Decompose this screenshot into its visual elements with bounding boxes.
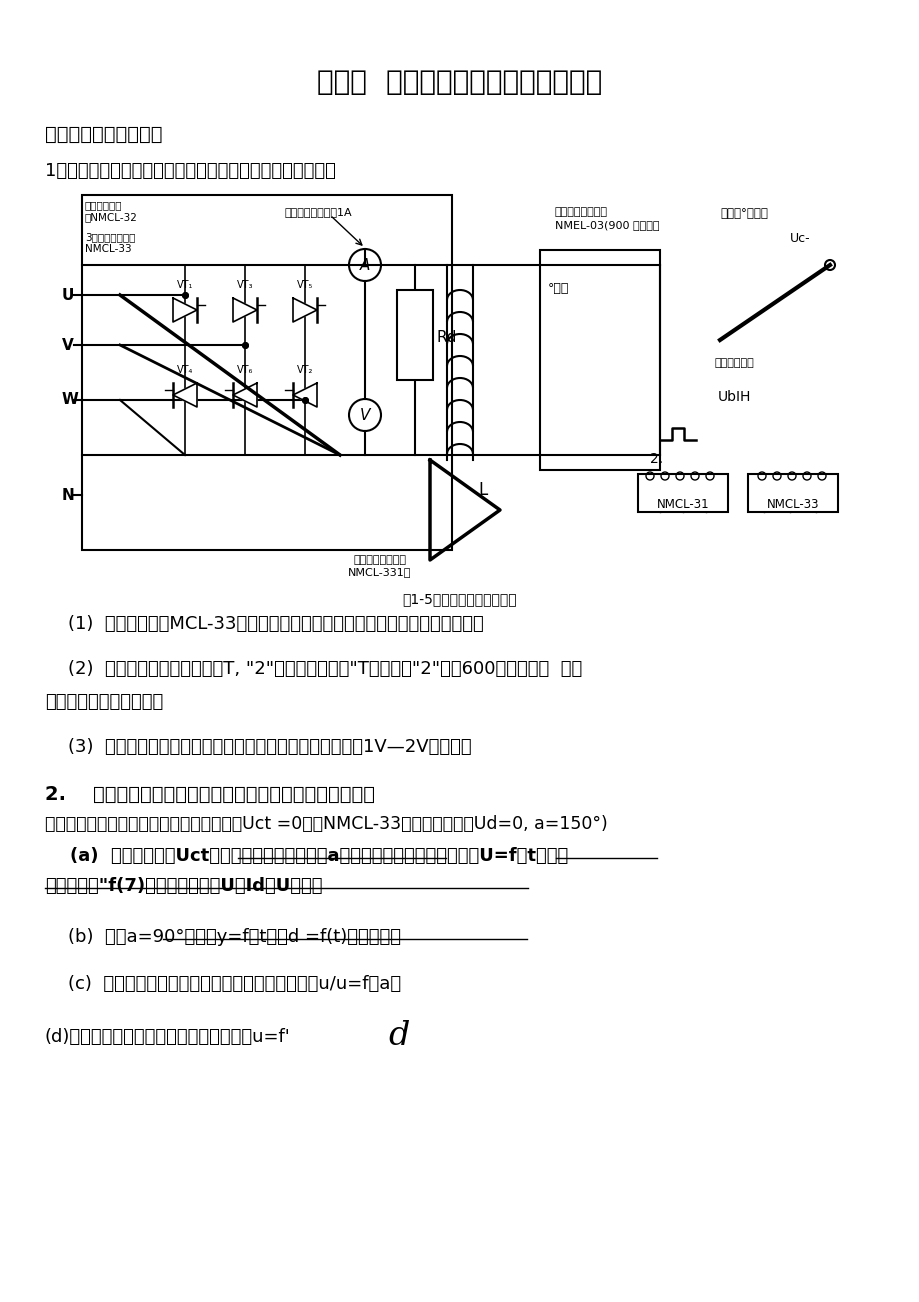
Text: 主电源输出，: 主电源输出， (85, 201, 122, 210)
Polygon shape (173, 298, 197, 322)
Text: 图1-5三相半波可控整流电路: 图1-5三相半波可控整流电路 (403, 592, 516, 605)
Text: 2.    研究三相半波可控整流电路供电给电阻性负载时的工作: 2. 研究三相半波可控整流电路供电给电阻性负载时的工作 (45, 785, 375, 805)
Polygon shape (173, 383, 197, 408)
Text: 3组晶闸管，位于: 3组晶闸管，位于 (85, 232, 135, 242)
Text: (3)  用示波器观察每只晶闸管的控制极，阴极，应有幅度为1V—2V的脉冲。: (3) 用示波器观察每只晶闸管的控制极，阴极，应有幅度为1V—2V的脉冲。 (45, 738, 471, 756)
Text: Uc-: Uc- (789, 232, 810, 245)
Text: 流电流表，量程为1A: 流电流表，量程为1A (285, 207, 352, 217)
Text: NMCL-31: NMCL-31 (656, 497, 709, 510)
Text: 脉冲放大控矿: 脉冲放大控矿 (714, 358, 754, 368)
Polygon shape (233, 383, 256, 408)
Text: VT₆: VT₆ (236, 365, 253, 375)
Text: VT₃: VT₃ (236, 280, 253, 290)
Text: 于NMCL-32: 于NMCL-32 (85, 212, 138, 223)
Bar (82, 195, 451, 549)
Text: 负载电阻，可选用: 负载电阻，可选用 (554, 207, 607, 217)
Text: U: U (62, 288, 74, 302)
Text: (d)求取三相半波可控整流电路的负载特性u=f': (d)求取三相半波可控整流电路的负载特性u=f' (45, 1029, 290, 1046)
Text: (b)  记录a=90°。时的y=f（t）及d =f(t)的波形图。: (b) 记录a=90°。时的y=f（t）及d =f(t)的波形图。 (45, 928, 401, 947)
Text: VT₄: VT₄ (176, 365, 193, 375)
Text: (a)  改变控制电压Uct，观察在不同触发移相角a时，可控整流电路的输出电压U=f（t）与输: (a) 改变控制电压Uct，观察在不同触发移相角a时，可控整流电路的输出电压U=… (45, 848, 568, 865)
Text: (1)  用示波器观察MCL-33的双脉冲观察孔，应有间隔均匀，幅度相同的双脉冲: (1) 用示波器观察MCL-33的双脉冲观察孔，应有间隔均匀，幅度相同的双脉冲 (45, 615, 483, 633)
Text: 1按图接线，未上主电源之前，检查晶闸管的脉冲是否正常。: 1按图接线，未上主电源之前，检查晶闸管的脉冲是否正常。 (45, 161, 335, 180)
Text: 合上主电源，接上电阻性负载：零位调整，Uct =0，调NMCL-33的偏移电压，使Ud=0, a=150°): 合上主电源，接上电阻性负载：零位调整，Uct =0，调NMCL-33的偏移电压，… (45, 815, 607, 833)
Bar (637, 474, 727, 512)
Text: W: W (62, 392, 79, 408)
Text: L: L (478, 480, 487, 499)
Text: 出电流波形"f(7)，并记录相应的U「Id、U寸值。: 出电流波形"f(7)，并记录相应的U「Id、U寸值。 (45, 878, 323, 894)
Text: UbIH: UbIH (717, 391, 751, 404)
Text: 实验二  三相半波可控整流电路的研究: 实验二 三相半波可控整流电路的研究 (317, 68, 602, 96)
Polygon shape (233, 298, 256, 322)
Text: (2)  检查相序，用示波器观察T, "2"单脉冲观察孔，"T脉冲超前"2"脉冲600，则相序正  确，: (2) 检查相序，用示波器观察T, "2"单脉冲观察孔，"T脉冲超前"2"脉冲6… (45, 660, 582, 678)
Text: NMCL-33: NMCL-33 (766, 497, 818, 510)
Text: NMCL-33: NMCL-33 (85, 243, 131, 254)
Text: 实验方法和操作步骤：: 实验方法和操作步骤： (45, 125, 163, 145)
Text: VT₁: VT₁ (176, 280, 193, 290)
Polygon shape (292, 298, 317, 322)
Bar (747, 474, 837, 512)
Text: d: d (388, 1019, 409, 1052)
Text: V: V (62, 337, 74, 353)
Text: 平波电抗器，位于: 平波电抗器，位于 (353, 555, 406, 565)
Text: A: A (359, 258, 369, 272)
Text: 否则，应调整输入电源。: 否则，应调整输入电源。 (45, 693, 163, 711)
Text: (c)  求取三相半波可控整流电路的输入一输出特性u/u=f（a。: (c) 求取三相半波可控整流电路的输入一输出特性u/u=f（a。 (45, 975, 401, 993)
Text: VT₂: VT₂ (297, 365, 312, 375)
Text: °给定: °给定 (548, 283, 569, 296)
Text: 2.: 2. (650, 452, 663, 466)
Text: NMEL-03(900 欧并联）: NMEL-03(900 欧并联） (554, 220, 659, 230)
Bar (397, 290, 433, 380)
Text: NMCL-331上: NMCL-331上 (348, 566, 411, 577)
Bar (539, 250, 659, 470)
Text: V: V (359, 408, 369, 423)
Text: VT₅: VT₅ (297, 280, 312, 290)
Text: Rd: Rd (437, 331, 457, 345)
Text: N: N (62, 487, 74, 503)
Polygon shape (292, 383, 317, 408)
Text: 触闸箱°目控制: 触闸箱°目控制 (720, 207, 767, 220)
